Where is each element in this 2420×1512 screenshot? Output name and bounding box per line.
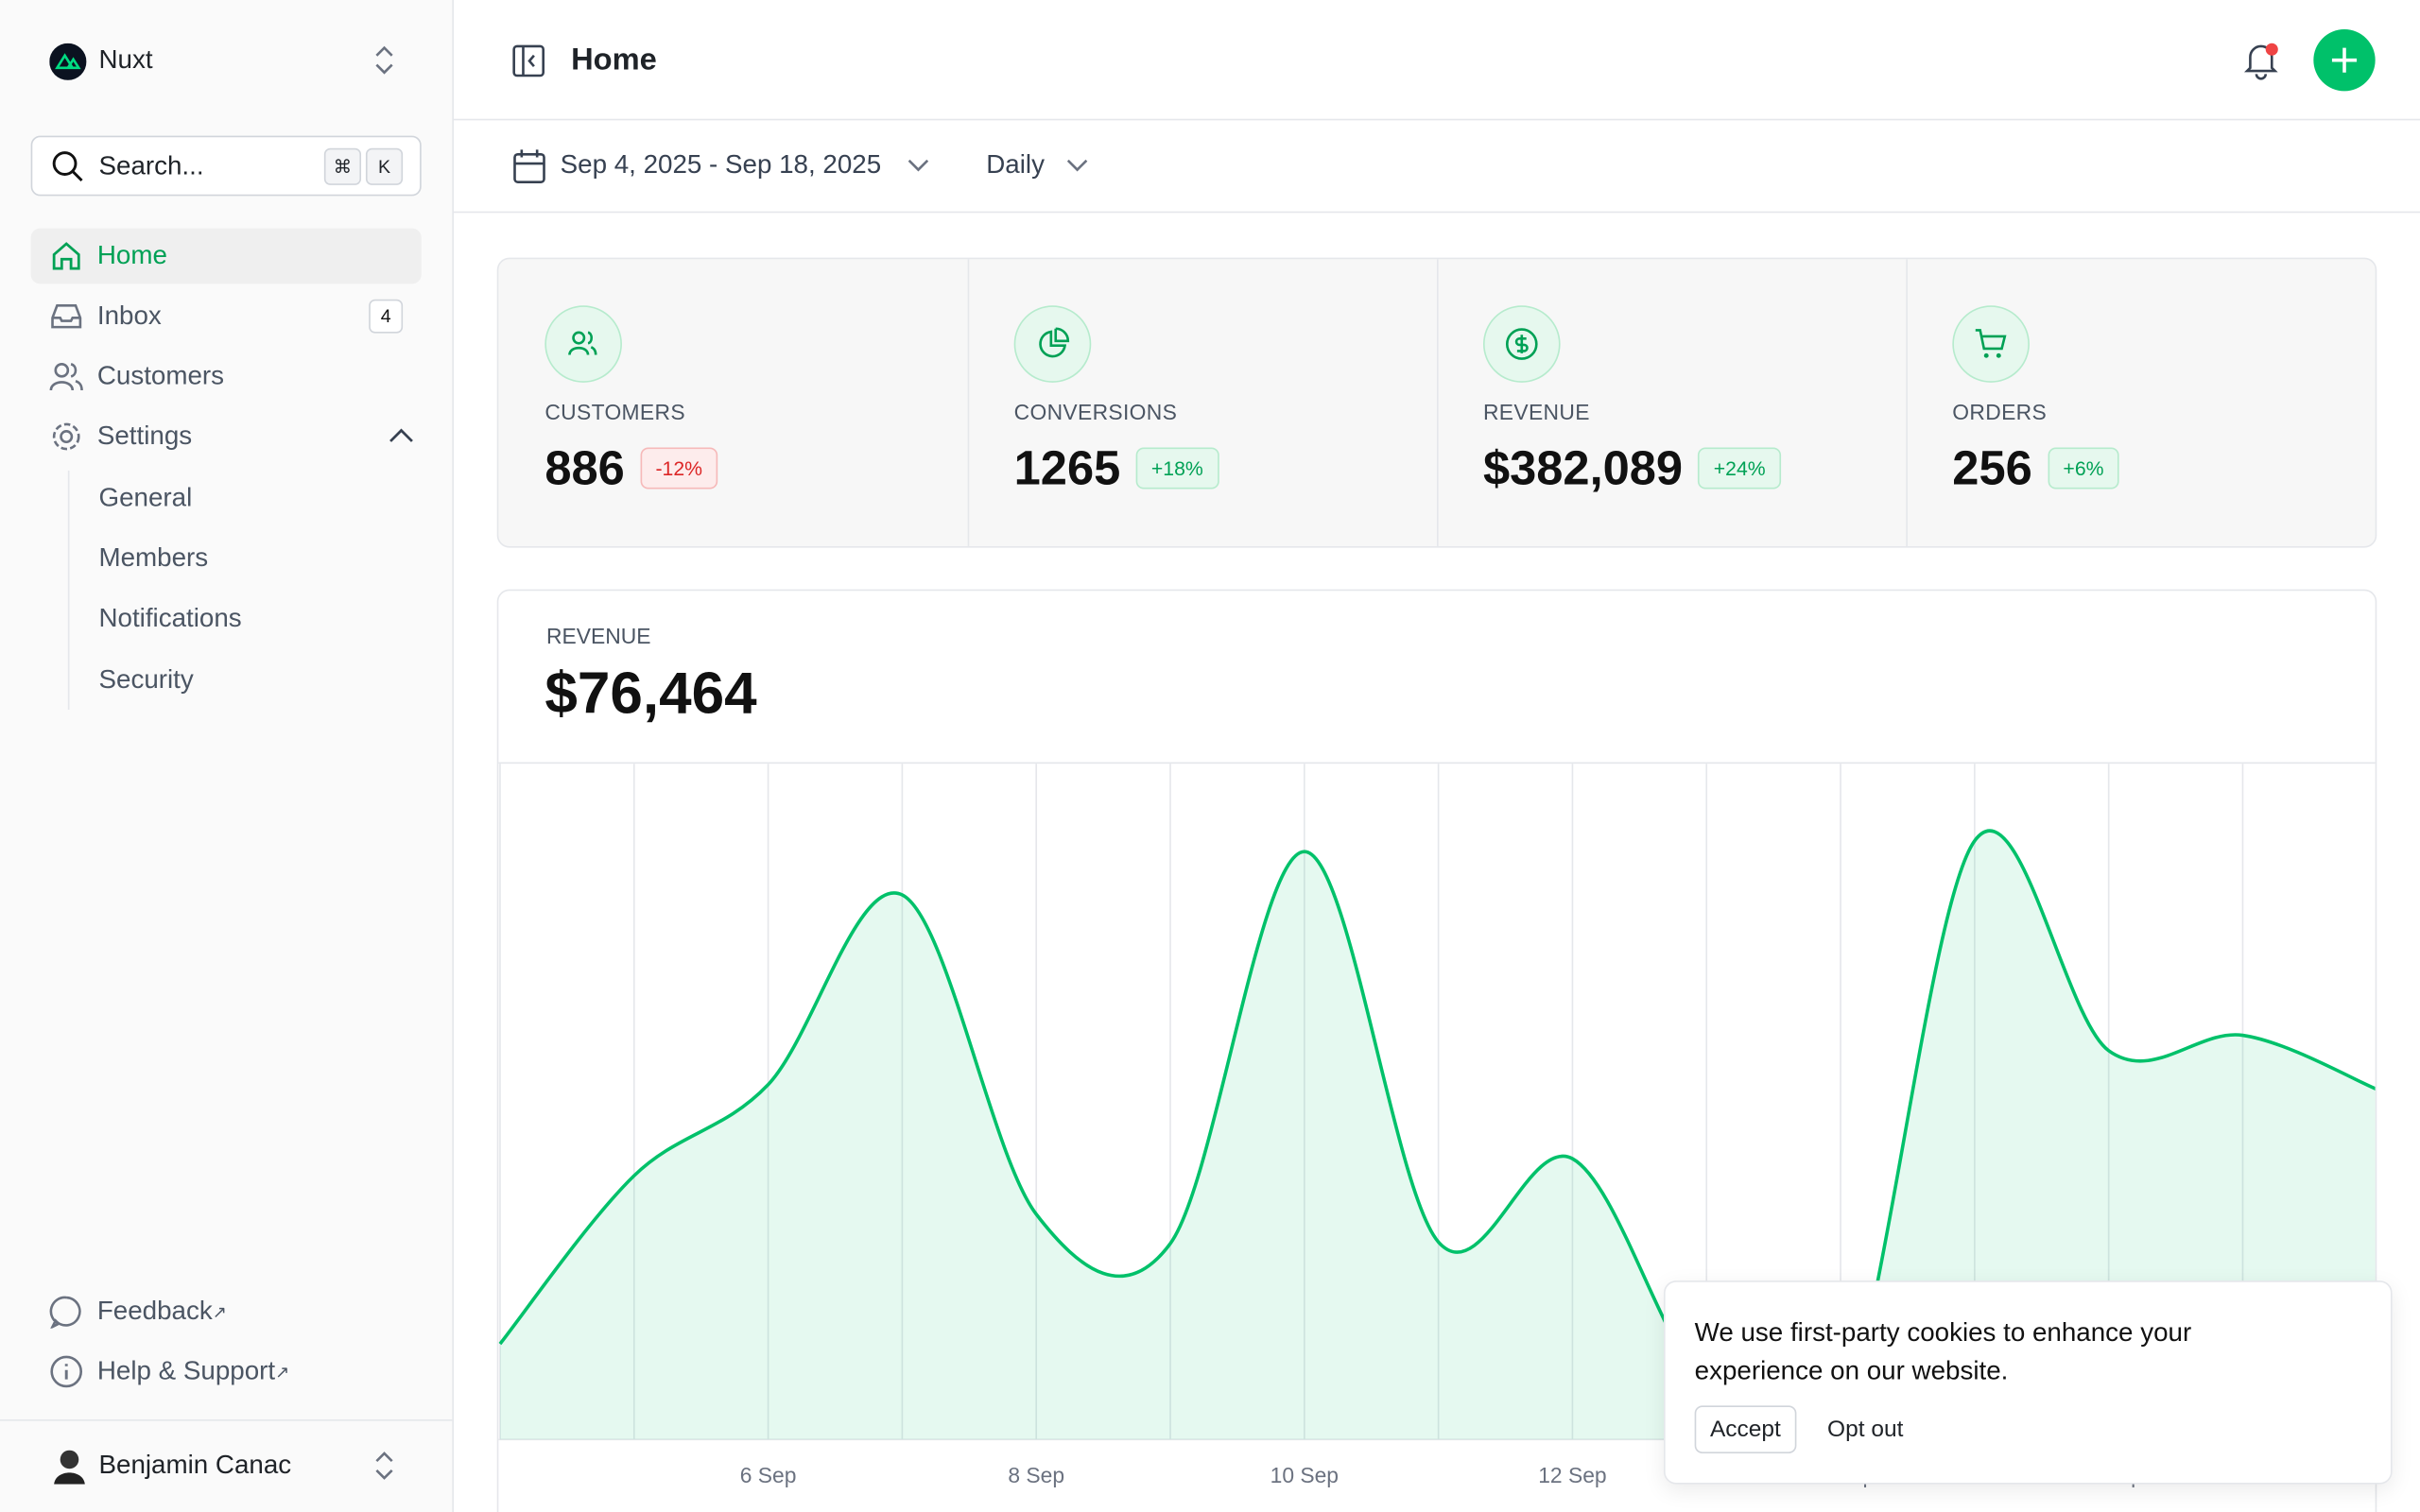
accept-button[interactable]: Accept	[1694, 1405, 1797, 1453]
stat-value: 886 -12%	[544, 440, 718, 497]
nav-label: Help & Support	[96, 1356, 276, 1386]
divider	[498, 762, 2376, 765]
toolbar: Sep 4, 2025 - Sep 18, 2025 Daily	[453, 120, 2420, 214]
date-range[interactable]: Sep 4, 2025 - Sep 18, 2025	[560, 149, 882, 180]
x-tick-label: 12 Sep	[1538, 1463, 1606, 1487]
nav-item[interactable]: Customers	[31, 349, 422, 404]
delta-badge: +18%	[1135, 447, 1219, 490]
chevron-up	[389, 428, 413, 442]
icon	[49, 362, 83, 391]
icon	[1975, 329, 2007, 358]
collapse-icon[interactable]	[510, 43, 547, 80]
cookie-banner: We use first-party cookies to enhance yo…	[1663, 1280, 2393, 1485]
navbar: Home	[453, 0, 2420, 121]
bell[interactable]	[2241, 40, 2281, 80]
stat-value: $382,089 +24%	[1483, 441, 1781, 497]
stat-card[interactable]: CUSTOMERS 886 -12%	[498, 259, 970, 546]
nav-label: Home	[96, 240, 167, 270]
nav-item[interactable]: Home	[30, 228, 422, 284]
search-box[interactable]: Search... ⌘ K	[30, 135, 422, 197]
sidebar: Nuxt Search... ⌘ K Home Inbox 4 Customer…	[0, 0, 454, 1512]
icon	[51, 303, 82, 329]
sub-nav-item[interactable]: Notifications	[98, 603, 242, 633]
chart-total: $76,464	[544, 662, 757, 727]
stat-value: 1265 +18%	[1014, 441, 1219, 497]
line	[498, 829, 2376, 1464]
nav-label: Inbox	[96, 301, 162, 331]
plus-icon	[2331, 47, 2358, 73]
stat-card[interactable]: REVENUE $382,089 +24%	[1437, 259, 1908, 546]
stat-number: 1265	[1013, 440, 1121, 496]
search-placeholder: Search...	[98, 150, 204, 181]
stat-card[interactable]: CONVERSIONS 1265 +18%	[968, 259, 1439, 546]
icon	[1039, 327, 1070, 358]
team-logo	[49, 43, 87, 80]
sub-nav-item[interactable]: Members	[98, 542, 209, 573]
chevrons	[375, 45, 393, 75]
stat-label: REVENUE	[1482, 399, 1590, 424]
nav-label: Customers	[96, 361, 225, 391]
chart-title: REVENUE	[545, 623, 651, 648]
icon	[52, 422, 80, 451]
nav-item[interactable]: Settings	[31, 409, 422, 465]
stat-icon	[1013, 305, 1092, 383]
stat-label: CUSTOMERS	[544, 399, 685, 424]
stat-icon	[1952, 305, 2030, 383]
cookie-text: We use first-party cookies to enhance yo…	[1694, 1317, 2192, 1386]
kbd: ⌘	[323, 147, 362, 185]
nav-item[interactable]: Feedback ↗	[31, 1283, 422, 1339]
stat-label: CONVERSIONS	[1013, 399, 1178, 424]
stat-number: 256	[1952, 440, 2032, 496]
avatar	[54, 1450, 85, 1485]
icon	[568, 331, 597, 355]
nav-item[interactable]: Inbox 4	[31, 288, 422, 344]
delta-badge: +6%	[2048, 447, 2119, 490]
icon	[50, 1355, 83, 1388]
sub-nav-item[interactable]: Security	[98, 664, 194, 695]
team-name[interactable]: Nuxt	[98, 44, 153, 75]
x-tick-label: 10 Sep	[1270, 1463, 1339, 1487]
x-tick-label: 6 Sep	[740, 1463, 797, 1487]
calendar-icon	[513, 149, 545, 183]
stats-grid: CUSTOMERS 886 -12% CONVERSIONS 1265 +18% R…	[496, 257, 2377, 548]
kbd: K	[365, 147, 404, 185]
stat-label: ORDERS	[1952, 399, 2048, 424]
divider	[0, 1419, 453, 1421]
badge: 4	[369, 299, 404, 334]
nav-item[interactable]: Help & Support ↗	[31, 1344, 422, 1400]
period-select[interactable]: Daily	[986, 149, 1045, 180]
opt-out-button[interactable]: Opt out	[1827, 1416, 1904, 1443]
nav-label: Feedback	[96, 1296, 213, 1326]
search-icon	[52, 151, 83, 182]
add-button[interactable]	[2313, 29, 2376, 92]
user-name[interactable]: Benjamin Canac	[98, 1450, 292, 1480]
chevron-down	[1066, 159, 1088, 172]
delta-badge: -12%	[640, 447, 718, 490]
chevron-down	[908, 159, 929, 172]
page-title: Home	[571, 43, 657, 77]
delta-badge: +24%	[1698, 447, 1781, 490]
chevrons	[375, 1452, 393, 1480]
stat-value: 256 +6%	[1952, 441, 2119, 497]
icon	[49, 1296, 81, 1329]
stat-number: $382,089	[1482, 440, 1684, 496]
stat-card[interactable]: ORDERS 256 +6%	[1906, 259, 2375, 546]
nav-label: Settings	[96, 421, 193, 451]
x-tick-label: 8 Sep	[1008, 1463, 1064, 1487]
stat-number: 886	[544, 440, 625, 496]
stat-icon	[1482, 305, 1561, 383]
icon	[1505, 328, 1538, 360]
icon	[52, 242, 80, 270]
tree-line	[67, 470, 70, 711]
sub-nav-item[interactable]: General	[98, 483, 193, 513]
stat-icon	[544, 305, 622, 383]
